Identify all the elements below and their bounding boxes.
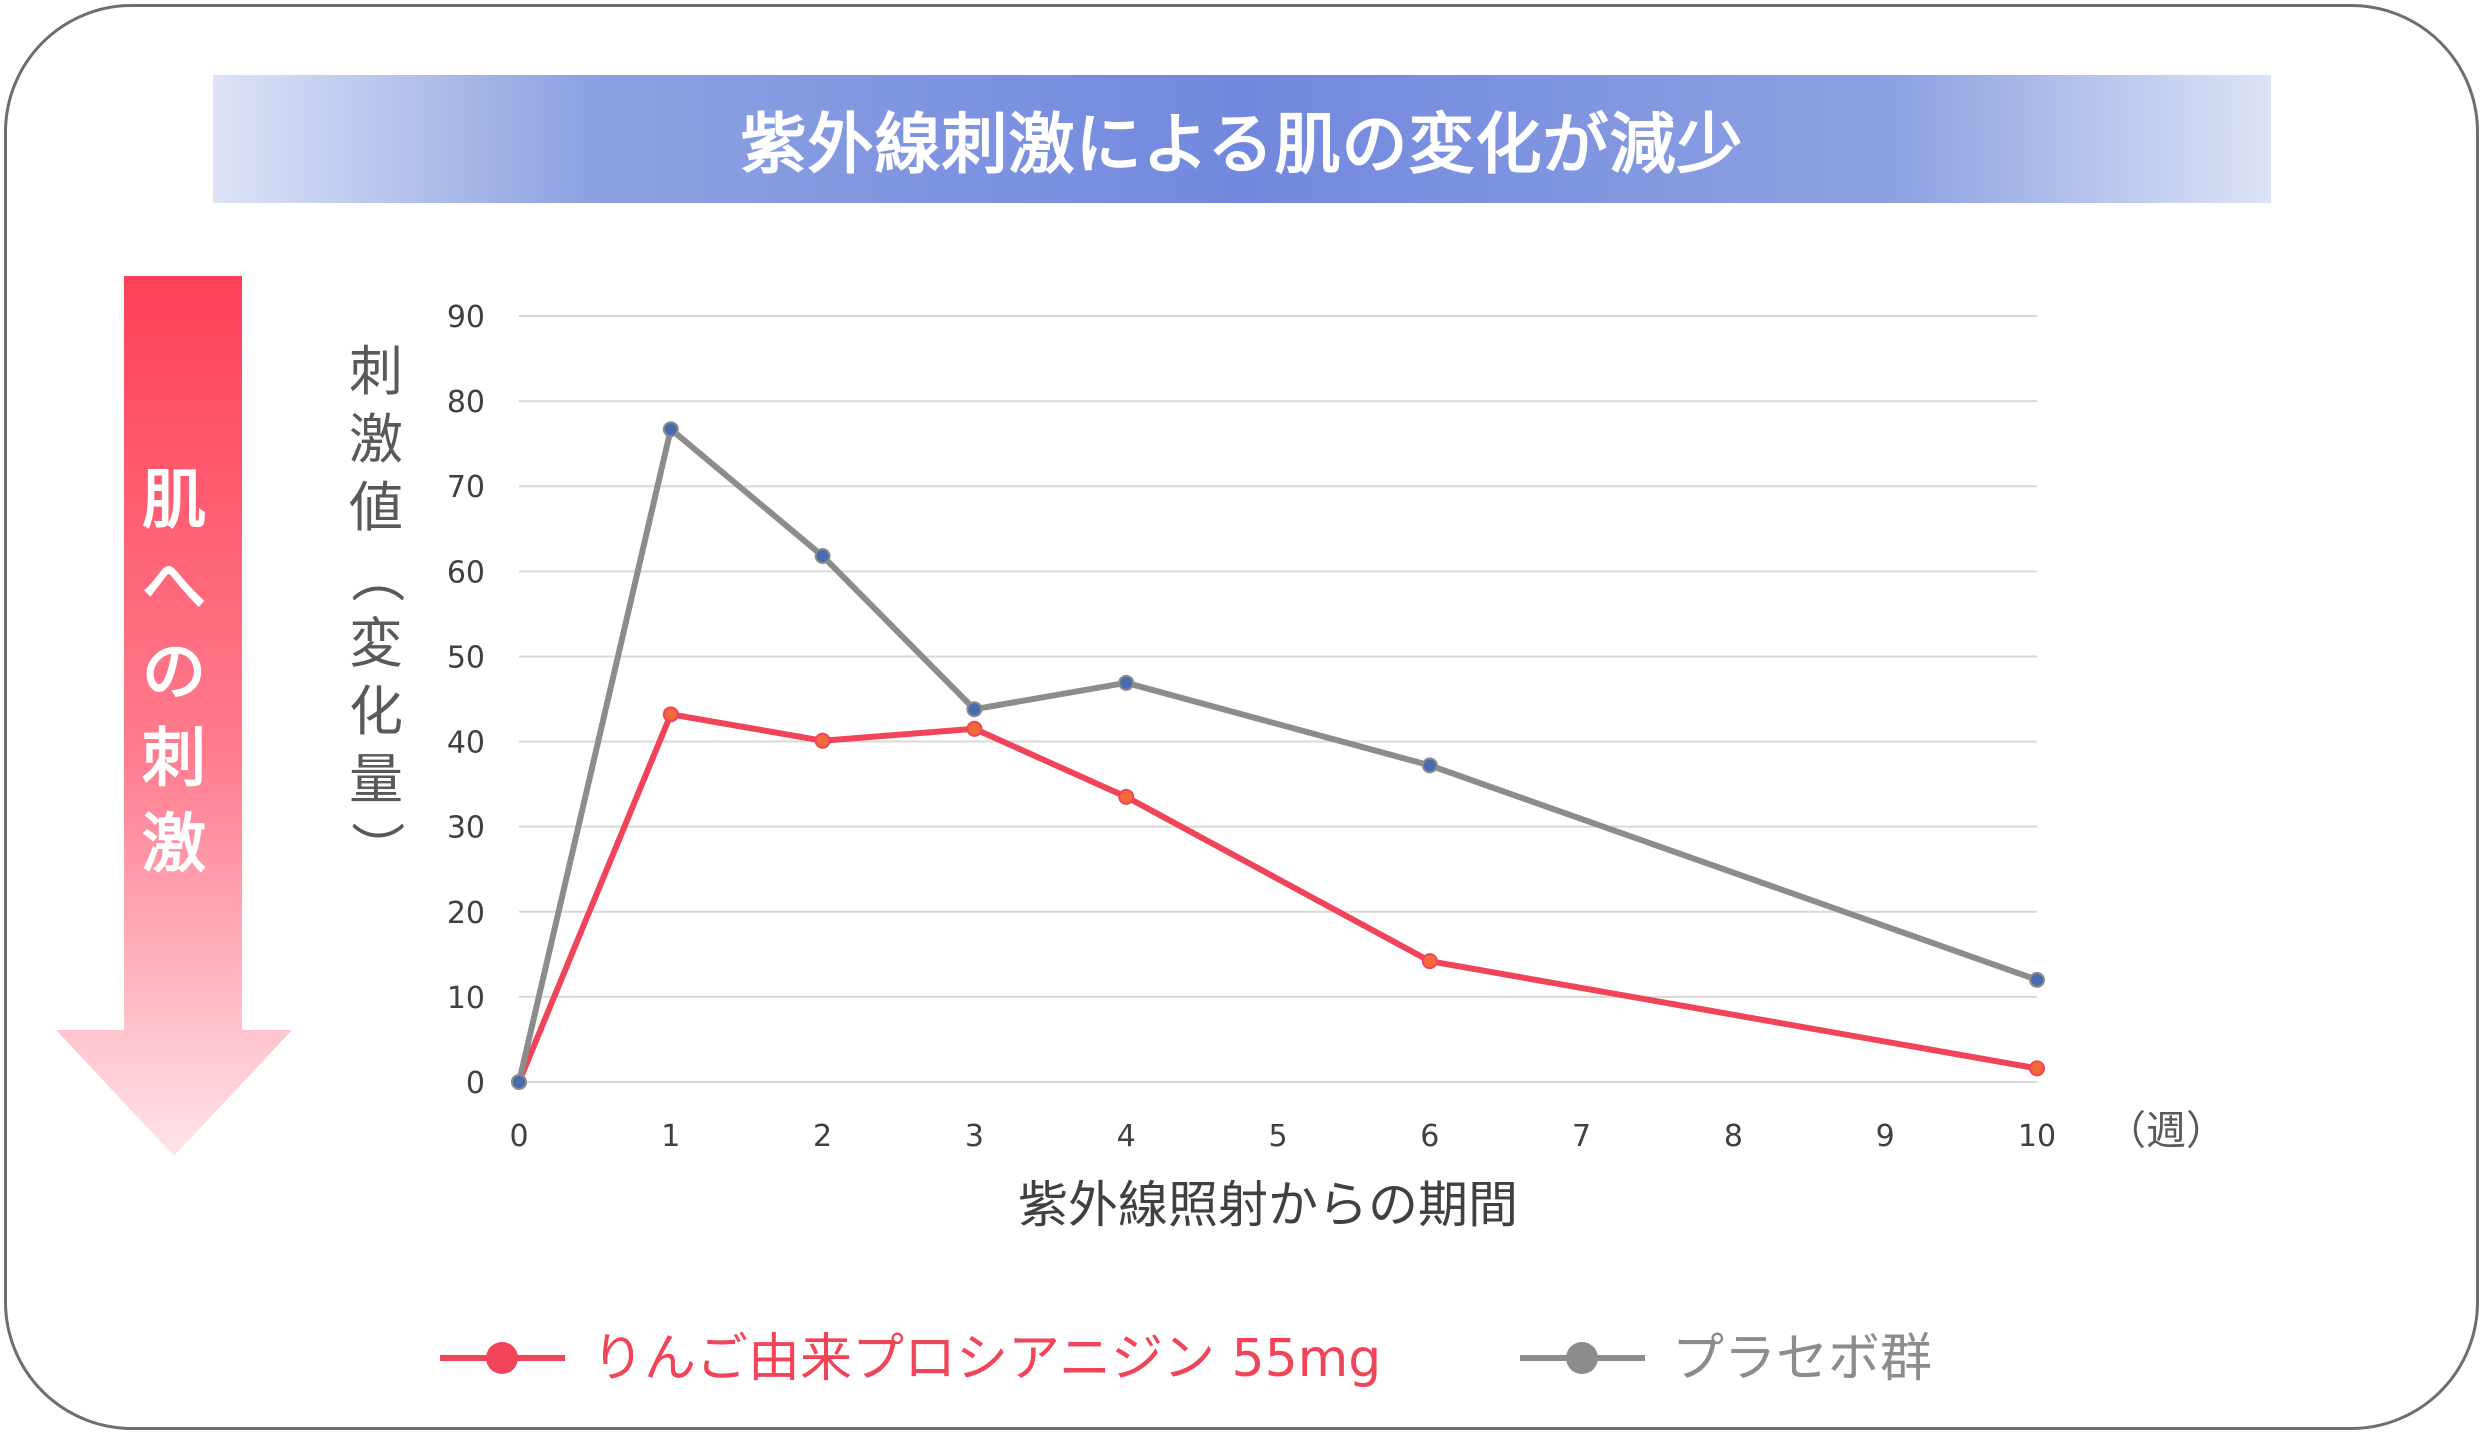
data-point bbox=[1118, 674, 1135, 691]
x-tick-label: 4 bbox=[1117, 1119, 1136, 1154]
data-point bbox=[966, 701, 983, 718]
data-point bbox=[662, 706, 679, 723]
y-tick-label: 20 bbox=[447, 896, 485, 931]
y-axis-title-char: 変 bbox=[349, 612, 403, 675]
x-tick-label: 1 bbox=[661, 1119, 680, 1154]
y-axis-title-char: 値 bbox=[349, 476, 403, 539]
legend-marker bbox=[1566, 1342, 1598, 1374]
x-tick-label: 3 bbox=[965, 1119, 984, 1154]
side-arrow-char: 刺 bbox=[142, 722, 206, 796]
data-point bbox=[814, 548, 831, 565]
y-axis-title-char: ） bbox=[345, 821, 408, 875]
data-point bbox=[1421, 953, 1438, 970]
down-arrow-icon bbox=[56, 276, 292, 1156]
y-tick-label: 0 bbox=[466, 1066, 485, 1101]
side-arrow-char: へ bbox=[142, 550, 206, 624]
data-point bbox=[814, 732, 831, 749]
legend-label: りんご由来プロシアニジン 55mg bbox=[592, 1329, 1381, 1389]
x-tick-label: 0 bbox=[509, 1119, 528, 1154]
x-tick-label: 8 bbox=[1724, 1119, 1743, 1154]
y-axis-title-char: 化 bbox=[349, 680, 403, 743]
data-point bbox=[1421, 757, 1438, 774]
data-point bbox=[966, 720, 983, 737]
data-point bbox=[2029, 1060, 2045, 1077]
x-axis-title: 紫外線照射からの期間 bbox=[1018, 1176, 1518, 1234]
y-axis-title-char: 刺 bbox=[349, 340, 403, 403]
y-tick-label: 90 bbox=[447, 300, 485, 335]
title-banner: 紫外線刺激による肌の変化が減少 bbox=[213, 75, 2271, 203]
y-tick-label: 70 bbox=[447, 470, 485, 505]
chart-title: 紫外線刺激による肌の変化が減少 bbox=[740, 106, 1744, 183]
data-point bbox=[2029, 971, 2045, 988]
series-line bbox=[516, 426, 2038, 1083]
y-tick-label: 50 bbox=[447, 640, 485, 675]
legend-label: プラセボ群 bbox=[1672, 1329, 1932, 1389]
data-point bbox=[511, 1074, 527, 1090]
y-tick-label: 40 bbox=[447, 726, 485, 761]
y-tick-label: 30 bbox=[447, 811, 485, 846]
side-arrow-char: 激 bbox=[142, 808, 206, 882]
side-arrow-char: の bbox=[142, 636, 206, 710]
legend-marker bbox=[486, 1342, 518, 1374]
x-tick-label: 5 bbox=[1268, 1119, 1287, 1154]
x-tick-label: 9 bbox=[1876, 1119, 1895, 1154]
side-arrow-label: 肌への刺激 bbox=[124, 458, 224, 888]
y-axis-title-char: （ bbox=[345, 549, 408, 603]
x-tick-label: 7 bbox=[1572, 1119, 1591, 1154]
x-tick-label: 10 bbox=[2018, 1119, 2056, 1154]
side-arrow-char: 肌 bbox=[142, 464, 206, 538]
data-point bbox=[1118, 788, 1135, 805]
y-tick-label: 80 bbox=[447, 385, 485, 420]
y-tick-label: 60 bbox=[447, 555, 485, 590]
data-point bbox=[662, 421, 679, 438]
x-tick-label: 2 bbox=[813, 1119, 832, 1154]
y-axis-title-char: 量 bbox=[349, 748, 403, 811]
x-axis-unit: （週） bbox=[2106, 1108, 2226, 1154]
x-tick-label: 6 bbox=[1420, 1119, 1439, 1154]
y-tick-label: 10 bbox=[447, 981, 485, 1016]
y-axis-title-char: 激 bbox=[349, 408, 403, 471]
